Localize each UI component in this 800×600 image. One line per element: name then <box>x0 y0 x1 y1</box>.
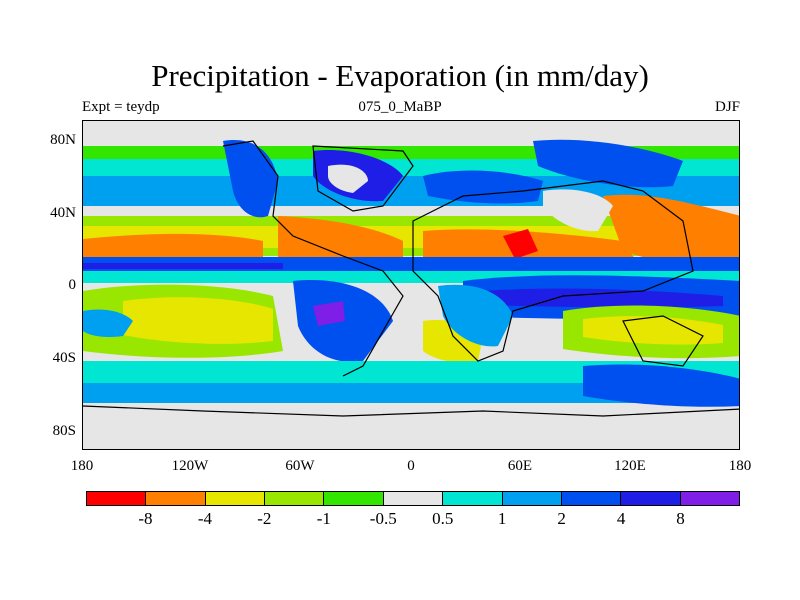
colorbar-swatch-3 <box>265 492 325 505</box>
colorbar-swatch-7 <box>502 492 562 505</box>
period-label: 075_0_MaBP <box>358 99 442 115</box>
ytick-label-80n: 80N <box>50 132 76 148</box>
colorbar-label-7: 2 <box>557 509 566 528</box>
ytick-label-40s: 40S <box>52 350 76 366</box>
xtick-label-60e: 60E <box>507 458 533 474</box>
south-pacific-wet-patch <box>83 309 133 338</box>
xtick-label-180e: 180 <box>728 458 752 474</box>
experiment-label: Expt = teydp <box>82 99 160 115</box>
ytick-label-eq: 0 <box>68 277 77 293</box>
colorbar-label-2: -2 <box>257 509 272 528</box>
colorbar-label-5: 0.5 <box>432 509 454 528</box>
south-pacific-yellow <box>123 297 273 344</box>
xtick-label-180w: 180 <box>70 458 94 474</box>
ytick-label-40n: 40N <box>50 205 76 221</box>
map-title: Precipitation - Evaporation (in mm/day) <box>151 58 649 93</box>
eurasia-wet <box>423 170 543 204</box>
colorbar-swatch-5 <box>383 492 444 505</box>
coastline-outline <box>83 140 739 417</box>
colorbar-label-1: -4 <box>197 509 212 528</box>
colorbar <box>86 491 740 506</box>
colorbar-label-0: -8 <box>138 509 153 528</box>
colorbar-label-8: 4 <box>616 509 626 528</box>
amazon-purple <box>313 301 345 326</box>
colorbar-swatch-8 <box>561 492 622 505</box>
colorbar-swatch-1 <box>146 492 206 505</box>
greenland-interior <box>328 164 368 193</box>
colorbar-label-9: 8 <box>676 509 685 528</box>
colorbar-label-4: -0.5 <box>369 509 397 528</box>
southern-ocean-blue <box>583 364 739 407</box>
africa-wet <box>438 284 513 347</box>
xtick-label-120w: 120W <box>171 458 209 474</box>
arabia-strong-dry <box>503 229 538 259</box>
colorbar-swatch-2 <box>205 492 266 505</box>
colorbar-label-6: 1 <box>497 509 507 528</box>
colorbar-swatch-6 <box>443 492 503 505</box>
west-pacific-dry <box>603 194 739 268</box>
south-indian-yellow <box>583 316 723 345</box>
xtick-label-60w: 60W <box>285 458 315 474</box>
south-midlat-blue <box>83 383 739 403</box>
indo-pacific-darkblue <box>483 288 723 308</box>
xtick-label-0: 0 <box>407 458 415 474</box>
season-label: DJF <box>714 99 740 115</box>
antarctica-neutral <box>83 411 739 449</box>
colorbar-label-3: -1 <box>316 509 331 528</box>
north-pacific-dry <box>83 233 263 260</box>
colorbar-swatch-4 <box>324 492 384 505</box>
colorbar-swatch-0 <box>87 492 147 505</box>
north-america-wet <box>223 140 278 218</box>
colorbar-swatch-9 <box>621 492 681 505</box>
xtick-label-120e: 120E <box>614 458 646 474</box>
siberia-wet <box>533 139 683 188</box>
colorbar-swatch-10 <box>680 492 739 505</box>
ytick-label-80s: 80S <box>52 423 76 439</box>
precipitation-evaporation-map <box>83 121 739 449</box>
itcz-darkblue <box>83 263 283 269</box>
map-plot-area <box>82 120 740 450</box>
central-asia-interior <box>543 189 613 232</box>
